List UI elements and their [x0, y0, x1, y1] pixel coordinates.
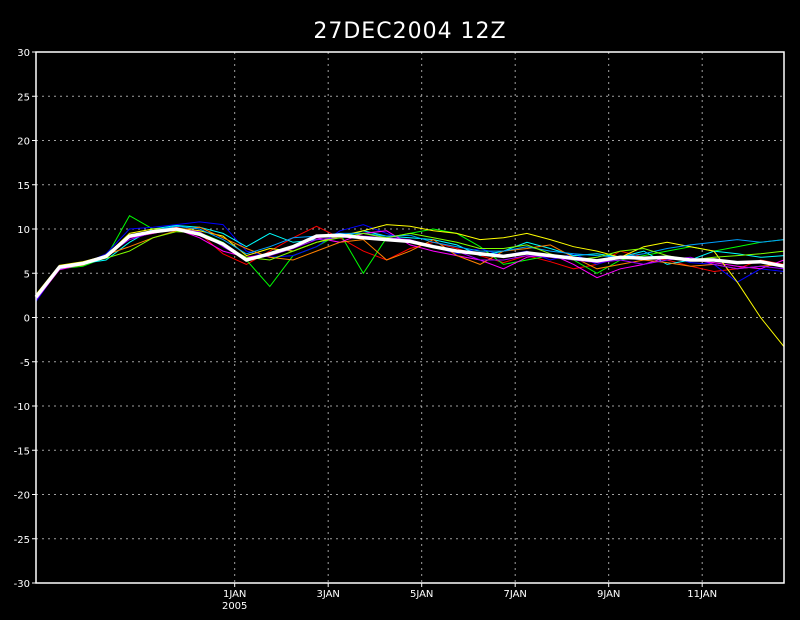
y-tick-label: 5	[24, 269, 30, 280]
y-tick-label: 10	[17, 225, 30, 236]
y-tick-label: 20	[17, 137, 30, 148]
ensemble-member-line-10	[35, 231, 785, 299]
chart-title: 27DEC2004 12Z	[313, 19, 506, 44]
ensemble-mean-series	[34, 227, 785, 299]
y-tick-label: -10	[14, 402, 30, 413]
y-tick-label: 15	[17, 181, 30, 192]
y-tick-label: -15	[14, 446, 30, 457]
x-tick-label: 1JAN	[223, 589, 246, 600]
x-tick-label: 11JAN	[687, 589, 717, 600]
x-tick-label: 7JAN	[503, 589, 526, 600]
y-tick-label: -30	[14, 579, 30, 590]
x-tick-label: 3JAN	[316, 589, 339, 600]
ensemble-member-line-6	[35, 224, 785, 348]
y-tick-label: 25	[17, 92, 30, 103]
x-tick-label: 5JAN	[410, 589, 433, 600]
y-axis-ticks: 30 25 20 15 10 5 0 -5 -10 -15 -20 -25 -30	[14, 48, 36, 590]
y-tick-label: -5	[20, 358, 30, 369]
x-tick-label: 9JAN	[597, 589, 620, 600]
grid-lines	[36, 52, 784, 583]
y-tick-label: 30	[17, 48, 30, 59]
y-tick-label: -20	[14, 491, 30, 502]
ensemble-mean-line	[34, 227, 785, 299]
y-tick-label: -25	[14, 535, 30, 546]
y-tick-label: 0	[24, 314, 30, 325]
x-tick-sublabel: 2005	[222, 601, 247, 612]
